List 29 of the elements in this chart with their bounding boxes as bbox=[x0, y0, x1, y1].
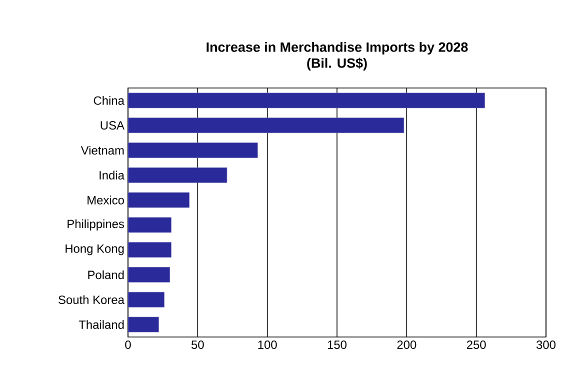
bar bbox=[128, 292, 164, 308]
y-tick-label: Thailand bbox=[78, 320, 124, 329]
x-tick-label: 0 bbox=[125, 340, 131, 349]
x-tick-label: 200 bbox=[397, 340, 416, 349]
chart-subtitle: (Bil. US$) bbox=[307, 58, 367, 70]
y-tick-label: Philippines bbox=[68, 219, 124, 231]
x-tick-label: 300 bbox=[536, 340, 556, 349]
y-tick-label: South Korea bbox=[58, 295, 124, 304]
chart-title: Increase in Merchandise Imports by 2028 bbox=[206, 42, 468, 55]
x-tick-label: 150 bbox=[328, 340, 347, 349]
bar bbox=[128, 142, 258, 158]
y-tick-label: Vietnam bbox=[80, 146, 124, 155]
bar bbox=[128, 167, 228, 183]
y-tick-label: Poland bbox=[88, 270, 124, 280]
x-tick-label: 100 bbox=[258, 340, 277, 349]
x-tick-label: 250 bbox=[466, 340, 486, 349]
y-tick-label: USA bbox=[100, 121, 124, 130]
bar bbox=[128, 192, 190, 208]
bar bbox=[128, 267, 170, 282]
y-tick-label: China bbox=[94, 96, 124, 105]
y-tick-label: India bbox=[100, 170, 124, 180]
bar bbox=[128, 118, 404, 134]
y-tick-label: Mexico bbox=[88, 196, 124, 204]
bar bbox=[128, 92, 485, 108]
bar bbox=[128, 316, 159, 332]
bar bbox=[128, 242, 172, 258]
y-tick-label: Hong Kong bbox=[66, 244, 124, 256]
bar bbox=[128, 217, 172, 233]
x-tick-label: 50 bbox=[192, 340, 204, 349]
